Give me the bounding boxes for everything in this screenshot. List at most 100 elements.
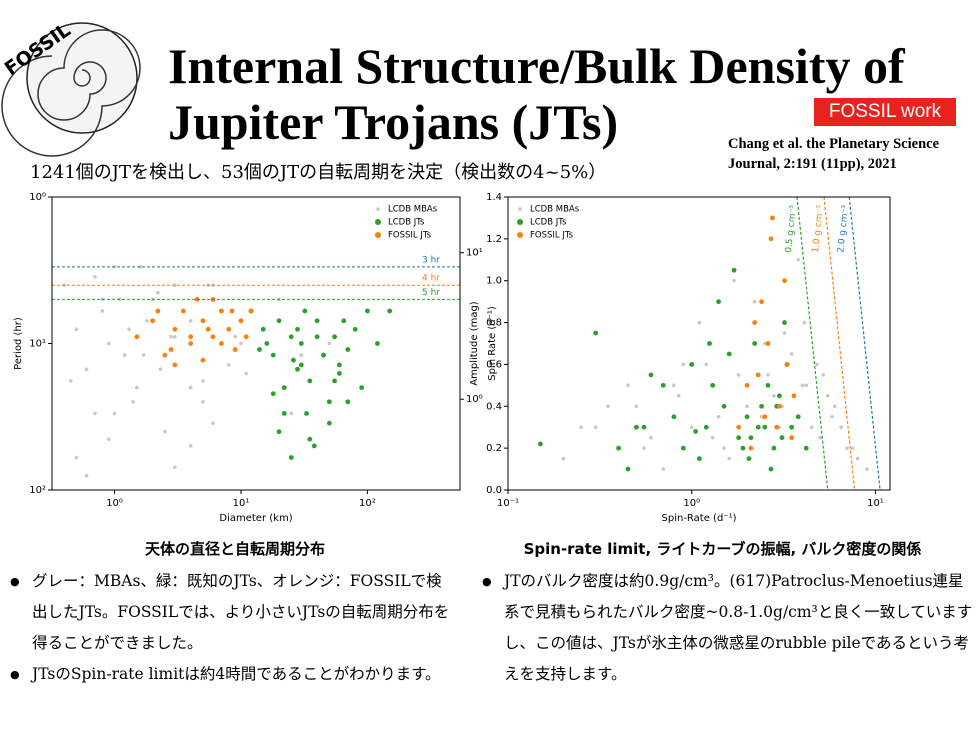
point: [375, 341, 380, 346]
point: [288, 334, 294, 340]
point: [681, 362, 686, 367]
x-tick-label: 10¹: [867, 498, 884, 509]
point: [740, 445, 746, 451]
point: [759, 299, 764, 305]
logo-spiral: [1, 29, 141, 157]
legend-label: LCDB JTs: [388, 218, 425, 228]
y-tick-label: 1.4: [486, 192, 502, 203]
point: [219, 341, 224, 346]
point: [593, 425, 598, 430]
title: Jupiter Trojans (JTs): [168, 94, 619, 150]
point: [641, 424, 647, 430]
point: [74, 455, 79, 460]
point: [752, 299, 757, 304]
plot-area: [537, 197, 881, 490]
y-tick-label: 1.0: [486, 276, 502, 287]
density-line: [796, 197, 829, 490]
point: [299, 353, 304, 357]
citation: Chang et al. the Planetary Science: [728, 136, 940, 152]
point: [270, 352, 276, 358]
point: [789, 424, 795, 430]
point: [173, 465, 177, 470]
legend-marker: [518, 207, 522, 211]
point: [693, 429, 699, 434]
point: [770, 215, 775, 221]
point: [850, 446, 855, 450]
point: [135, 385, 139, 390]
point: [661, 467, 666, 471]
point: [188, 444, 193, 448]
point: [800, 383, 805, 388]
point: [200, 318, 206, 324]
point: [169, 334, 173, 339]
point: [676, 394, 681, 398]
point: [276, 429, 282, 435]
point: [304, 410, 309, 416]
point: [762, 424, 768, 430]
point: [680, 445, 686, 451]
point: [345, 347, 351, 352]
point: [352, 326, 358, 332]
bullet-list: JTのバルク密度は約0.9g/cm³。(617)Patroclus-Menoet…: [478, 566, 974, 690]
point: [710, 435, 715, 440]
legend-marker: [517, 232, 523, 238]
point: [671, 414, 677, 420]
point: [145, 319, 149, 323]
point: [755, 424, 761, 430]
point: [243, 334, 249, 340]
point: [689, 362, 695, 367]
point: [722, 446, 726, 450]
point: [752, 320, 758, 325]
point: [776, 393, 782, 399]
point: [855, 456, 860, 461]
point: [752, 341, 758, 346]
bullet: グレー：MBAs、緑：既知のJTs、オレンジ：FOSSILで検出したJTs。FO…: [6, 566, 456, 659]
point: [106, 437, 111, 441]
point: [345, 399, 351, 405]
y-axis-label: Period (hr): [13, 317, 24, 370]
point: [93, 411, 97, 416]
point: [821, 373, 826, 377]
point: [264, 341, 270, 346]
point: [765, 382, 771, 388]
point: [703, 424, 709, 430]
point: [158, 367, 163, 372]
point: [270, 391, 276, 397]
point: [326, 420, 332, 426]
plot-area: [52, 265, 460, 478]
point: [772, 394, 776, 398]
point: [745, 404, 749, 409]
legend-marker: [517, 219, 523, 225]
point: [232, 347, 238, 352]
point: [219, 308, 224, 314]
point: [697, 320, 702, 325]
point: [782, 320, 787, 325]
reference-label: 3 hr: [422, 255, 440, 265]
point: [188, 385, 193, 390]
density-line: [848, 197, 881, 490]
point: [796, 257, 801, 262]
point: [710, 382, 716, 388]
point: [744, 382, 750, 388]
point: [233, 334, 237, 339]
point: [782, 331, 787, 335]
point: [314, 318, 320, 324]
point: [291, 357, 296, 363]
density-line: [823, 197, 856, 490]
point: [593, 330, 599, 336]
point: [134, 334, 140, 340]
point: [768, 466, 774, 472]
point: [726, 351, 732, 357]
point: [731, 267, 737, 273]
point: [689, 425, 694, 430]
point: [150, 318, 156, 324]
point: [748, 445, 754, 451]
point: [845, 446, 849, 450]
point: [803, 445, 809, 451]
x-axis-label: Diameter (km): [219, 513, 292, 524]
point: [336, 362, 342, 368]
point: [260, 326, 266, 332]
point: [172, 362, 178, 368]
point: [238, 318, 244, 324]
point: [625, 466, 631, 472]
